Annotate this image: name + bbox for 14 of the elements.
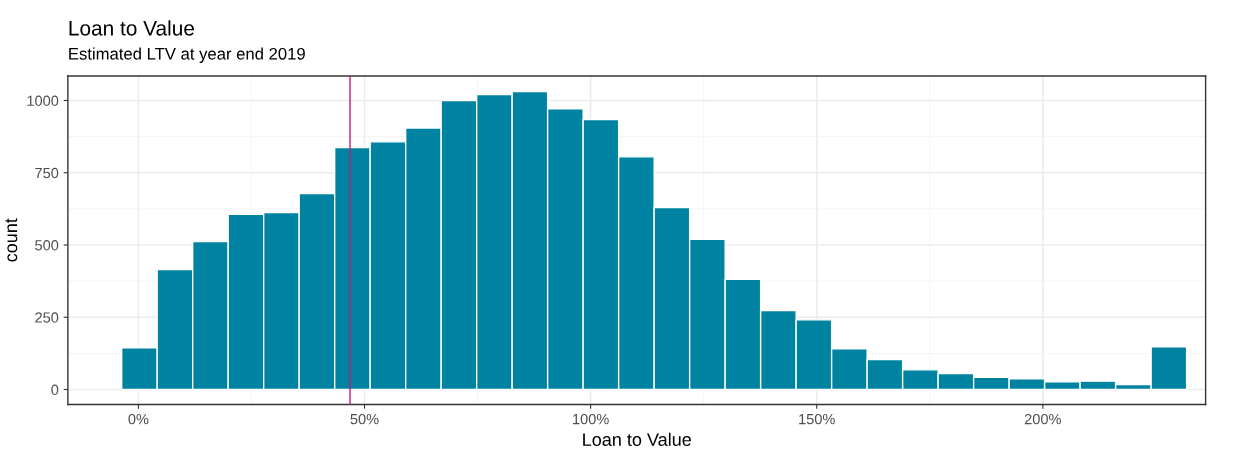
x-tick-label: 200% bbox=[1024, 413, 1061, 425]
y-tick-label: 0 bbox=[51, 384, 59, 395]
y-tick-label: 750 bbox=[35, 167, 59, 179]
x-tick-label: 0% bbox=[128, 413, 149, 425]
y-tick-label: 250 bbox=[35, 312, 59, 323]
x-tick-label: 100% bbox=[573, 413, 609, 425]
x-tick-label: 50% bbox=[350, 413, 379, 425]
y-axis-title: count bbox=[5, 218, 18, 262]
y-tick-label: 500 bbox=[35, 240, 59, 251]
x-tick-label: 150% bbox=[799, 413, 835, 425]
x-axis-title: Loan to Value bbox=[583, 432, 691, 446]
y-tick-label: 1000 bbox=[27, 95, 59, 106]
chart-title: Loan to Value bbox=[69, 20, 194, 36]
chart-subtitle: Estimated LTV at year end 2019 bbox=[69, 47, 305, 63]
